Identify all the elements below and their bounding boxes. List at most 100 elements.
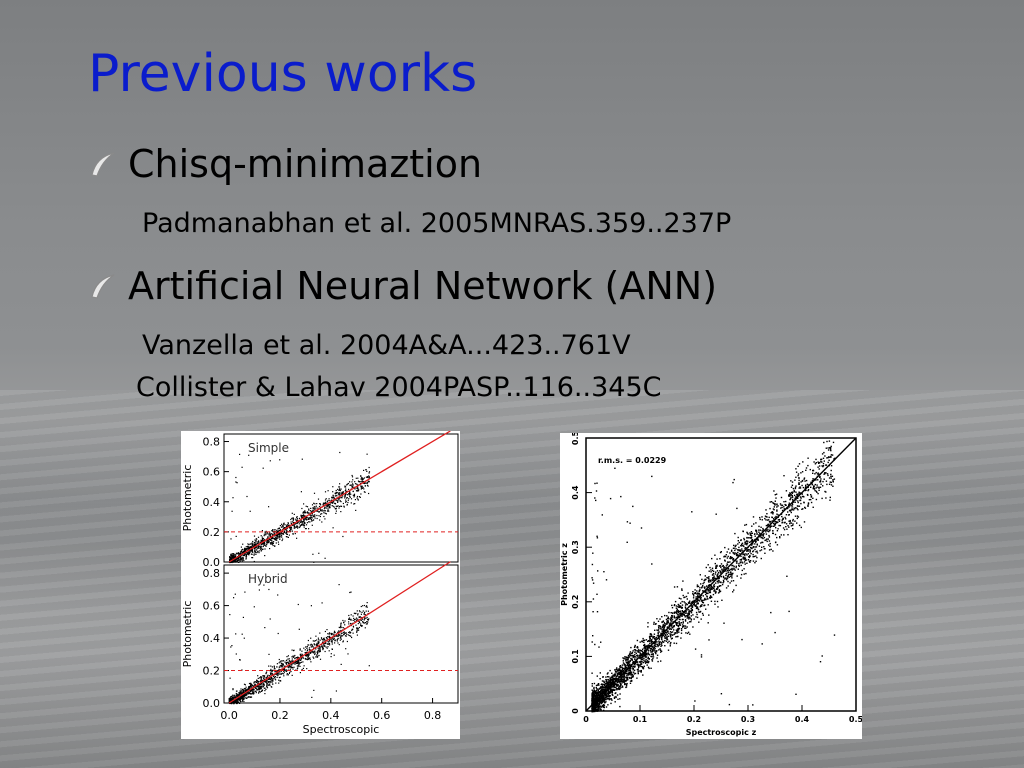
data-point bbox=[293, 649, 295, 651]
data-point bbox=[230, 553, 232, 555]
data-point bbox=[237, 561, 240, 563]
data-point bbox=[300, 491, 302, 493]
data-point bbox=[621, 668, 624, 671]
data-point bbox=[655, 641, 657, 643]
data-point bbox=[237, 557, 239, 559]
data-point bbox=[308, 654, 310, 656]
data-point bbox=[324, 510, 326, 512]
data-point bbox=[319, 632, 321, 634]
data-point bbox=[807, 464, 809, 467]
data-point bbox=[269, 682, 271, 684]
data-point bbox=[702, 614, 704, 616]
data-point bbox=[810, 486, 812, 488]
data-point bbox=[695, 592, 697, 595]
data-point bbox=[332, 633, 334, 635]
data-point bbox=[340, 622, 342, 624]
data-point bbox=[270, 538, 272, 540]
data-point bbox=[266, 539, 268, 541]
data-point bbox=[364, 611, 366, 613]
data-point bbox=[346, 484, 348, 486]
data-point bbox=[592, 552, 594, 554]
data-point bbox=[277, 674, 279, 676]
data-point bbox=[364, 627, 366, 629]
data-point bbox=[622, 662, 625, 664]
data-point bbox=[268, 588, 270, 591]
data-point bbox=[265, 544, 267, 546]
data-point bbox=[761, 537, 763, 539]
data-point bbox=[698, 599, 700, 601]
data-point bbox=[313, 689, 315, 691]
data-point bbox=[271, 683, 274, 685]
data-point bbox=[267, 680, 269, 683]
data-point bbox=[642, 668, 645, 670]
data-point bbox=[736, 560, 738, 562]
data-point bbox=[777, 505, 779, 507]
data-point bbox=[284, 669, 286, 671]
data-point bbox=[699, 610, 702, 613]
data-point bbox=[797, 501, 799, 504]
data-point bbox=[275, 542, 277, 544]
data-point bbox=[637, 668, 639, 670]
data-point bbox=[289, 671, 291, 673]
data-point bbox=[633, 665, 635, 667]
data-point bbox=[242, 549, 244, 551]
data-point bbox=[723, 556, 725, 558]
data-point bbox=[299, 662, 301, 664]
data-point bbox=[317, 637, 319, 639]
data-point bbox=[722, 579, 725, 582]
data-point bbox=[330, 502, 332, 504]
data-point bbox=[667, 641, 669, 644]
data-point bbox=[261, 689, 264, 691]
data-point bbox=[360, 488, 362, 490]
data-point bbox=[598, 703, 600, 705]
data-point bbox=[299, 654, 301, 656]
data-point bbox=[622, 679, 624, 681]
data-point bbox=[800, 481, 802, 483]
data-point bbox=[290, 518, 292, 521]
data-point bbox=[277, 632, 279, 635]
data-point bbox=[798, 487, 800, 489]
data-point bbox=[643, 644, 645, 647]
data-point bbox=[298, 657, 300, 659]
data-point bbox=[304, 522, 306, 524]
data-point bbox=[771, 520, 773, 522]
data-point bbox=[255, 547, 257, 549]
data-point bbox=[719, 551, 722, 554]
data-point bbox=[825, 480, 828, 482]
data-point bbox=[792, 487, 795, 490]
data-point bbox=[284, 665, 286, 667]
data-point bbox=[256, 689, 258, 691]
data-point bbox=[326, 629, 328, 631]
x-tick-label: 0.5 bbox=[849, 715, 862, 724]
data-point bbox=[675, 623, 678, 626]
data-point bbox=[747, 533, 749, 535]
data-point bbox=[716, 586, 719, 588]
data-point bbox=[783, 534, 785, 536]
data-point bbox=[257, 686, 260, 688]
data-point bbox=[729, 556, 732, 558]
data-point bbox=[651, 659, 653, 661]
data-point bbox=[628, 662, 630, 664]
data-point bbox=[797, 500, 799, 502]
data-point bbox=[754, 543, 756, 545]
data-point bbox=[293, 524, 295, 527]
data-point bbox=[268, 683, 270, 685]
data-point bbox=[609, 677, 611, 679]
data-point bbox=[356, 610, 358, 612]
data-point bbox=[292, 524, 294, 526]
data-point bbox=[296, 519, 299, 521]
data-point bbox=[592, 611, 594, 613]
data-point bbox=[345, 501, 347, 503]
data-point bbox=[307, 512, 309, 514]
data-point bbox=[331, 505, 333, 507]
data-point bbox=[245, 548, 247, 550]
data-point bbox=[261, 536, 263, 538]
data-point bbox=[254, 550, 256, 552]
data-point bbox=[263, 684, 265, 686]
data-point bbox=[611, 680, 613, 682]
data-point bbox=[319, 519, 321, 521]
data-point bbox=[332, 638, 334, 640]
data-point bbox=[343, 622, 345, 624]
data-point bbox=[297, 521, 299, 523]
data-point bbox=[298, 628, 300, 630]
